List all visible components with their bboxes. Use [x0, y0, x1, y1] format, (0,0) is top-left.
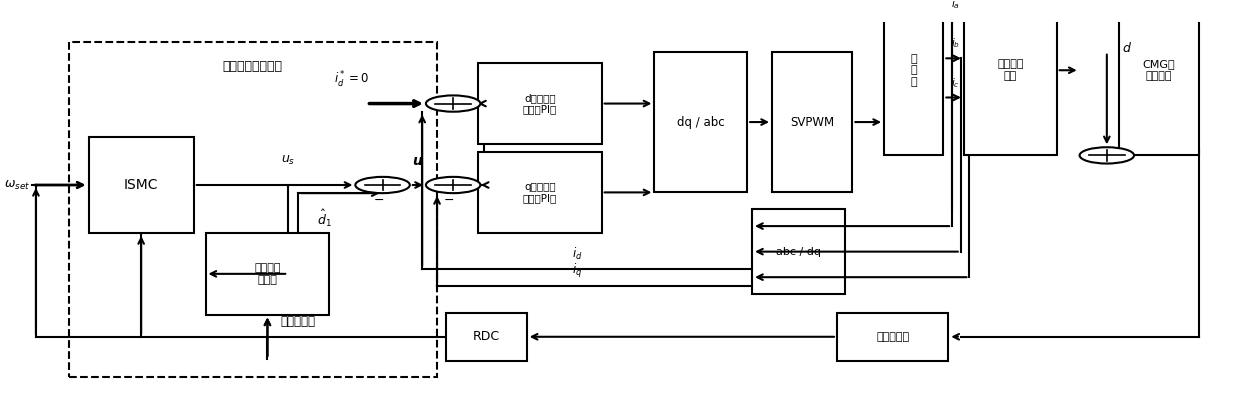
Bar [446, 313, 527, 361]
Text: d轴电流控
制器（PI）: d轴电流控 制器（PI） [523, 93, 557, 114]
Text: 永磁同步
电机: 永磁同步 电机 [997, 59, 1023, 81]
Text: dq / abc: dq / abc [677, 116, 724, 129]
Text: $i_d^*=0$: $i_d^*=0$ [334, 70, 370, 90]
Text: CMG框
架动力学: CMG框 架动力学 [1142, 59, 1176, 81]
Text: $\omega_{set}$: $\omega_{set}$ [4, 178, 31, 191]
Text: RDC: RDC [472, 330, 500, 343]
Text: q轴电流控
制器（PI）: q轴电流控 制器（PI） [523, 182, 557, 203]
Text: 谐波干扰
估计器: 谐波干扰 估计器 [254, 263, 280, 285]
Bar [1118, 0, 1199, 155]
Bar [753, 209, 844, 294]
Text: 速度环复合控制器: 速度环复合控制器 [223, 60, 283, 73]
Text: $\boldsymbol{u}$: $\boldsymbol{u}$ [412, 154, 424, 168]
Bar [206, 233, 330, 314]
Bar [773, 52, 852, 193]
Text: $i_d$: $i_d$ [572, 246, 583, 262]
Bar [963, 0, 1056, 155]
Circle shape [425, 95, 480, 112]
Bar [884, 0, 944, 155]
Text: $i_c$: $i_c$ [951, 76, 960, 90]
Circle shape [425, 177, 480, 193]
Text: SVPWM: SVPWM [790, 116, 835, 129]
Text: $i_a$: $i_a$ [951, 0, 960, 11]
Text: $i_b$: $i_b$ [951, 37, 960, 50]
Text: $u_s$: $u_s$ [281, 154, 295, 167]
Text: abc / dq: abc / dq [776, 247, 821, 257]
Text: 逆
变
器: 逆 变 器 [910, 53, 918, 87]
Bar [837, 313, 949, 361]
Bar [88, 137, 193, 233]
Bar [69, 42, 436, 378]
Text: 框架角速度: 框架角速度 [281, 316, 316, 329]
Circle shape [1080, 147, 1135, 163]
Text: −: − [373, 194, 384, 207]
Text: $i_q$: $i_q$ [572, 262, 582, 280]
Circle shape [356, 177, 409, 193]
Text: $d$: $d$ [1122, 41, 1132, 55]
Text: −: − [444, 194, 455, 207]
Text: $\hat{d}_1$: $\hat{d}_1$ [317, 208, 332, 229]
Bar [655, 52, 748, 193]
Text: ISMC: ISMC [124, 178, 159, 192]
Bar [477, 152, 601, 233]
Bar [477, 63, 601, 144]
Text: 旋转变压器: 旋转变压器 [877, 332, 909, 342]
